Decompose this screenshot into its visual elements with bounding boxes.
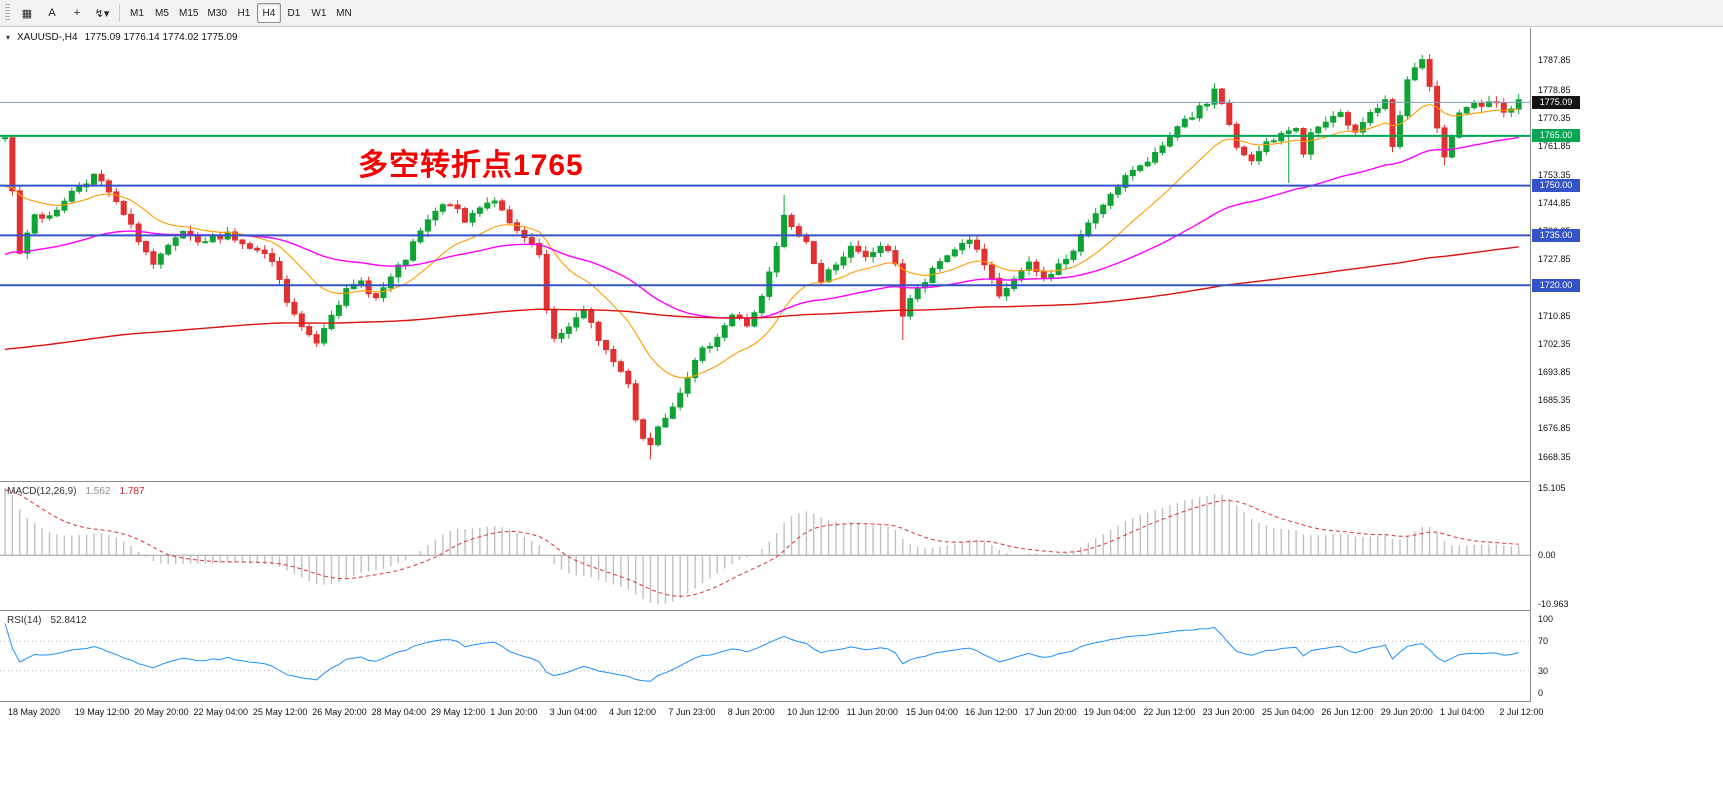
price-tick: 1668.35: [1538, 451, 1571, 462]
time-label: 7 Jun 23:00: [668, 707, 716, 717]
macd-panel[interactable]: [0, 482, 1530, 610]
toolbar-separator: [119, 4, 120, 22]
price-tick: 1761.85: [1538, 141, 1571, 152]
horizontal-level-lines: [0, 101, 1530, 287]
main-toolbar: ▦ A + ↯▾ M1 M5 M15 M30 H1 H4 D1 W1 MN: [0, 0, 1723, 27]
macd-scale-zero: 0.00: [1538, 550, 1556, 561]
price-marker-1775.09: 1775.09: [1532, 95, 1580, 109]
time-label: 23 Jun 20:00: [1202, 707, 1255, 717]
price-tick: 1710.85: [1538, 310, 1571, 321]
time-label: 18 May 2020: [8, 707, 61, 717]
time-label: 11 Jun 20:00: [846, 707, 898, 717]
time-label: 22 May 04:00: [193, 707, 249, 717]
time-label: 29 Jun 20:00: [1380, 707, 1433, 717]
candles: [2, 54, 1522, 460]
price-marker-1765.00: 1765.00: [1532, 129, 1580, 143]
rsi-panel[interactable]: [0, 611, 1530, 701]
crosshair-icon[interactable]: +: [73, 7, 81, 19]
price-tick: 1778.85: [1538, 84, 1571, 95]
toolbar-drag-handle[interactable]: [5, 4, 10, 22]
cursor-mode-icon[interactable]: ↯▾: [94, 7, 110, 20]
moving-averages: [4, 103, 1519, 379]
time-label: 1 Jun 20:00: [490, 707, 538, 717]
time-label: 28 May 04:00: [371, 707, 427, 717]
time-label: 8 Jun 20:00: [727, 707, 775, 717]
price-scale-axis[interactable]: 1787.85 1778.85 1770.35 1761.85 1753.35 1744.…: [1530, 28, 1723, 702]
time-label: 16 Jun 12:00: [965, 707, 1018, 717]
time-label: 19 May 12:00: [74, 707, 130, 717]
time-label: 25 Jun 04:00: [1261, 707, 1315, 717]
panel-separator[interactable]: [0, 481, 1723, 482]
time-label: 19 Jun 04:00: [1083, 707, 1136, 717]
time-label: 2 Jul 12:00: [1499, 707, 1544, 717]
time-label: 1 Jul 04:00: [1440, 707, 1485, 717]
macd-histogram: [4, 488, 1520, 604]
time-label: 22 Jun 12:00: [1143, 707, 1196, 717]
macd-scale-min: -10.963: [1538, 599, 1569, 609]
rsi-line: [4, 623, 1519, 682]
timeframe-m5-button[interactable]: M5: [155, 7, 169, 19]
timeframe-buttons: M1 M5 M15 M30 H1 H4 D1 W1 MN: [125, 3, 356, 23]
price-marker-1720.00: 1720.00: [1532, 278, 1580, 292]
text-label-icon[interactable]: A: [48, 7, 56, 19]
price-tick: 1744.85: [1538, 197, 1571, 208]
chart-window: ▾ XAUUSD-,H4 1775.09 1776.14 1774.02 177…: [0, 28, 1723, 792]
macd-scale-max: 15.105: [1538, 483, 1566, 493]
timeframe-d1-button[interactable]: D1: [287, 7, 301, 19]
rsi-scale-100: 100: [1538, 614, 1554, 624]
time-label: 26 May 20:00: [312, 707, 367, 717]
rsi-scale-0: 0: [1538, 688, 1544, 698]
time-label: 26 Jun 12:00: [1321, 707, 1374, 717]
rsi-scale-30: 30: [1538, 665, 1549, 676]
price-tick: 1727.85: [1538, 254, 1571, 265]
price-tick: 1753.35: [1538, 169, 1571, 180]
price-tick: 1770.35: [1538, 113, 1571, 124]
price-tick: 1693.85: [1538, 366, 1571, 377]
time-label: 25 May 12:00: [252, 707, 308, 717]
timeframe-h4-button[interactable]: H4: [256, 3, 281, 23]
price-tick: 1787.85: [1538, 55, 1571, 66]
price-tick: 1702.35: [1538, 338, 1571, 349]
time-label: 29 May 12:00: [430, 707, 486, 717]
timeframe-m15-button[interactable]: M15: [179, 7, 199, 19]
timeframe-m30-button[interactable]: M30: [207, 7, 227, 19]
time-label: 20 May 20:00: [134, 707, 189, 717]
panel-separator[interactable]: [0, 610, 1723, 611]
price-tick: 1676.85: [1538, 423, 1571, 434]
rsi-scale-70: 70: [1538, 636, 1549, 647]
time-label: 10 Jun 12:00: [787, 707, 840, 717]
tool-buttons: ▦ A + ↯▾: [15, 3, 114, 23]
timeframe-w1-button[interactable]: W1: [311, 7, 327, 19]
time-axis[interactable]: 18 May 2020 19 May 12:00 20 May 20:00 22 Ma…: [0, 702, 1723, 724]
timeframe-mn-button[interactable]: MN: [336, 7, 352, 19]
macd-signal-line: [4, 489, 1519, 597]
price-marker-1735.00: 1735.00: [1532, 228, 1580, 242]
panel-separator: [0, 701, 1723, 702]
time-label: 15 Jun 04:00: [905, 707, 958, 717]
time-label: 17 Jun 20:00: [1024, 707, 1077, 717]
timeframe-h1-button[interactable]: H1: [237, 7, 251, 19]
price-marker-1750.00: 1750.00: [1532, 179, 1580, 193]
time-label: 4 Jun 12:00: [609, 707, 657, 717]
timeframe-m1-button[interactable]: M1: [130, 7, 144, 19]
price-tick: 1685.35: [1538, 395, 1571, 406]
new-chart-icon[interactable]: ▦: [21, 7, 33, 20]
time-label: 3 Jun 04:00: [549, 707, 597, 717]
price-chart[interactable]: [0, 28, 1530, 481]
